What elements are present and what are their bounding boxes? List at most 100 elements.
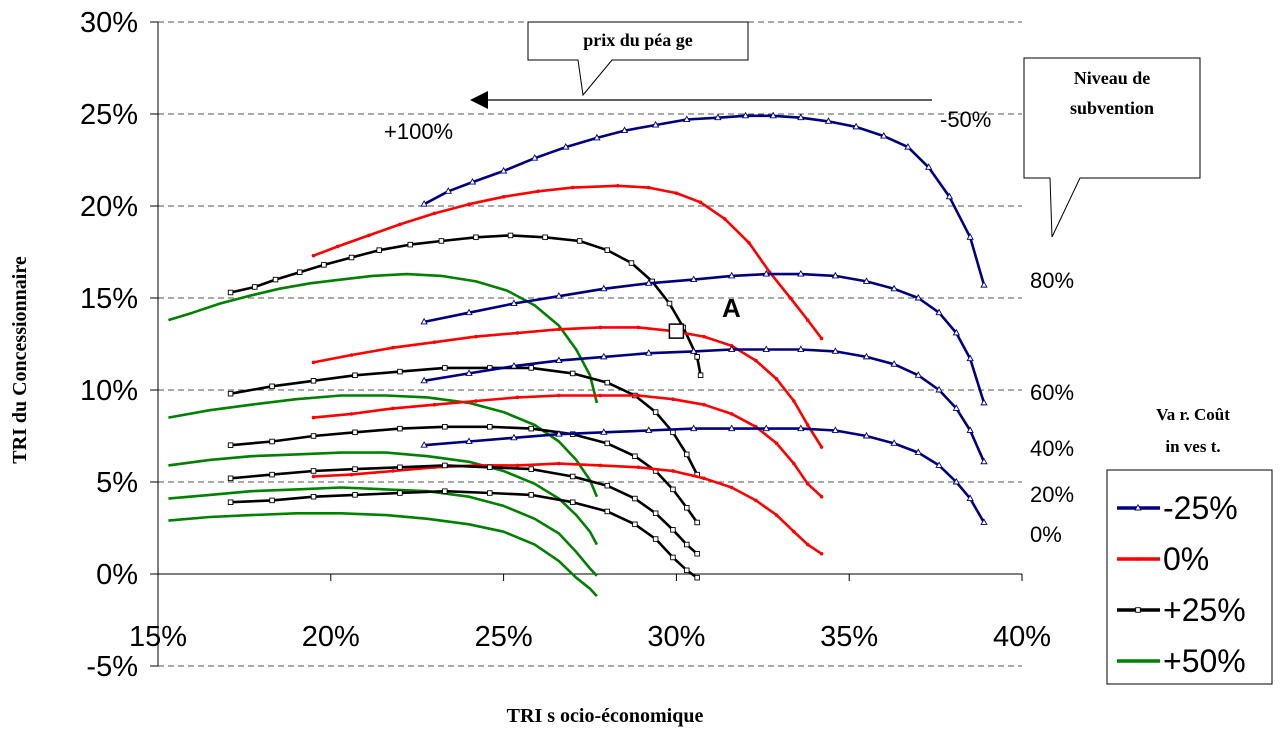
- data-point: [507, 232, 514, 239]
- legend-box: [1106, 469, 1273, 685]
- data-point: [646, 185, 651, 190]
- data-point: [792, 529, 796, 534]
- data-point: [935, 461, 943, 468]
- legend-title-line-1: Va r. Coût: [1156, 405, 1230, 424]
- data-point: [645, 349, 653, 356]
- data-point: [684, 567, 690, 574]
- y-tick-label: 30%: [80, 7, 138, 39]
- data-point: [620, 126, 629, 134]
- data-point: [531, 154, 539, 161]
- data-point: [645, 426, 653, 433]
- legend-marker: [1134, 503, 1142, 511]
- legend-label: +50%: [1163, 643, 1246, 679]
- legend-label: +25%: [1163, 592, 1246, 628]
- data-point: [335, 244, 340, 249]
- series-group: [227, 462, 700, 557]
- data-point: [698, 200, 703, 205]
- data-point: [792, 461, 796, 466]
- data-point: [397, 368, 403, 375]
- series-group: [311, 393, 824, 499]
- data-point: [890, 284, 898, 292]
- toll-price-callout-box: [527, 21, 749, 97]
- data-point: [831, 271, 840, 279]
- data-point: [684, 505, 690, 511]
- data-point: [600, 352, 608, 360]
- data-point: [754, 358, 758, 363]
- data-point: [420, 441, 428, 448]
- data-point: [714, 113, 722, 121]
- data-point: [600, 428, 608, 435]
- legend-title-line-2: in ves t.: [1165, 437, 1220, 456]
- data-point: [880, 131, 888, 139]
- data-point: [670, 486, 676, 493]
- data-point: [980, 457, 988, 465]
- data-point: [683, 115, 691, 122]
- data-point: [966, 494, 974, 502]
- data-point: [600, 284, 608, 292]
- data-point: [269, 471, 275, 478]
- legend-marker: [1135, 607, 1141, 613]
- data-point: [966, 426, 974, 433]
- data-point: [420, 200, 428, 207]
- data-point: [819, 336, 824, 341]
- data-point: [666, 300, 673, 307]
- data-point: [310, 493, 317, 500]
- data-point: [311, 415, 316, 420]
- data-point: [604, 440, 611, 447]
- data-point: [311, 360, 316, 365]
- data-point: [684, 451, 690, 458]
- data-point: [604, 247, 611, 253]
- legend-marker: [1136, 557, 1140, 561]
- data-point: [310, 433, 317, 439]
- data-point: [797, 345, 805, 352]
- data-point: [632, 453, 638, 459]
- data-point: [432, 340, 437, 344]
- data-point: [349, 412, 354, 416]
- data-point: [762, 424, 770, 432]
- series-line: [230, 234, 702, 376]
- data-point: [311, 253, 316, 258]
- data-point: [227, 289, 234, 296]
- data-point: [690, 275, 698, 283]
- data-point: [728, 271, 736, 279]
- series-group: [311, 183, 824, 341]
- data-point: [349, 353, 354, 357]
- legend: Va r. Coût in ves t. -25% 0% +25% +50%: [1106, 405, 1273, 685]
- data-point: [697, 372, 704, 379]
- data-point: [407, 241, 414, 248]
- data-point: [788, 296, 793, 300]
- data-point: [467, 202, 471, 206]
- toll-arrow-end-label: +100%: [384, 119, 453, 144]
- data-point: [694, 551, 700, 557]
- data-point: [557, 327, 561, 332]
- data-point: [604, 379, 611, 386]
- data-point: [728, 345, 736, 352]
- data-point: [555, 292, 563, 299]
- x-tick-labels: 15% 20% 25% 30% 35% 40%: [129, 574, 1051, 653]
- data-point: [569, 473, 576, 480]
- data-point: [831, 426, 840, 433]
- data-point: [819, 494, 824, 499]
- data-point: [576, 238, 583, 244]
- data-point: [442, 488, 448, 494]
- data-point: [348, 254, 355, 261]
- data-point: [935, 385, 943, 393]
- data-point: [805, 542, 810, 547]
- toll-price-callout-text: prix du péa ge: [583, 30, 693, 50]
- data-point: [702, 476, 706, 481]
- toll-price-callout: prix du péa ge: [527, 21, 749, 97]
- data-point: [636, 393, 641, 398]
- data-point: [473, 234, 479, 241]
- data-point: [515, 331, 520, 335]
- data-point: [729, 485, 734, 490]
- data-point: [398, 222, 402, 227]
- data-point: [528, 466, 534, 472]
- data-point: [555, 356, 563, 364]
- data-point: [474, 399, 478, 403]
- data-point: [420, 376, 428, 384]
- data-point: [310, 378, 317, 384]
- data-point: [442, 462, 448, 469]
- data-point: [797, 269, 805, 277]
- series-group: [420, 111, 988, 288]
- data-point: [296, 269, 303, 275]
